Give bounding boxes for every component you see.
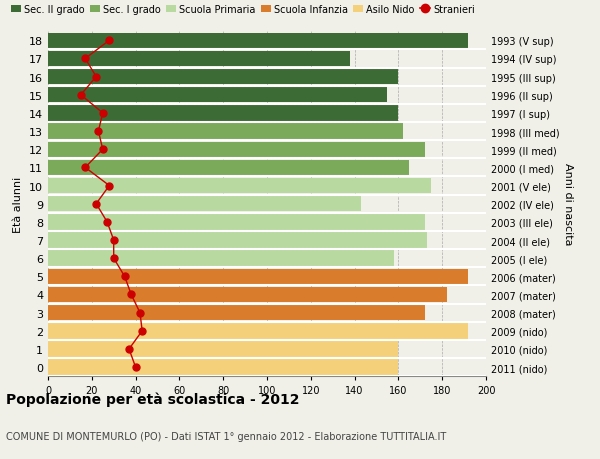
Bar: [48, 269, 469, 285]
Bar: [48, 359, 398, 375]
Bar: [48, 124, 403, 140]
Bar: [48, 251, 394, 266]
Y-axis label: Età alunni: Età alunni: [13, 176, 23, 232]
Text: Popolazione per età scolastica - 2012: Popolazione per età scolastica - 2012: [6, 392, 299, 406]
Bar: [48, 51, 350, 67]
Legend: Sec. II grado, Sec. I grado, Scuola Primaria, Scuola Infanzia, Asilo Nido, Stran: Sec. II grado, Sec. I grado, Scuola Prim…: [11, 5, 475, 15]
Bar: [48, 142, 425, 157]
Bar: [48, 179, 431, 194]
Bar: [48, 196, 361, 212]
Bar: [48, 88, 388, 103]
Bar: [48, 233, 427, 248]
Bar: [48, 160, 409, 176]
Bar: [48, 70, 398, 85]
Bar: [48, 106, 398, 121]
Bar: [48, 324, 469, 339]
Bar: [48, 341, 398, 357]
Y-axis label: Anni di nascita: Anni di nascita: [563, 163, 574, 246]
Bar: [48, 215, 425, 230]
Text: COMUNE DI MONTEMURLO (PO) - Dati ISTAT 1° gennaio 2012 - Elaborazione TUTTITALIA: COMUNE DI MONTEMURLO (PO) - Dati ISTAT 1…: [6, 431, 446, 441]
Bar: [48, 34, 469, 49]
Bar: [48, 287, 446, 302]
Bar: [48, 305, 425, 321]
